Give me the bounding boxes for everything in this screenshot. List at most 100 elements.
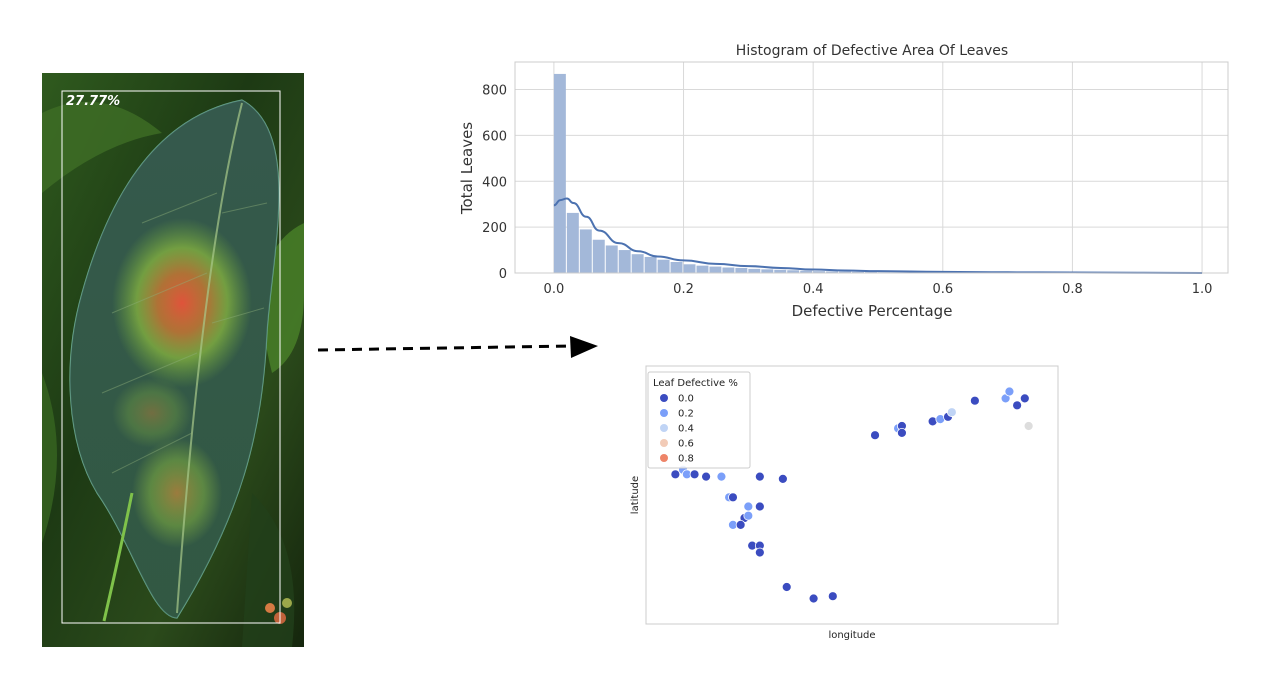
histogram-bar	[722, 267, 735, 273]
detection-box	[61, 90, 281, 624]
histogram-bar	[852, 271, 865, 273]
scatter-point	[689, 469, 700, 480]
histogram-y-ticks: 0 200 400 600 800	[482, 84, 507, 282]
legend-title: Leaf Defective %	[653, 378, 738, 389]
histogram-y-label: Total Leaves	[458, 122, 476, 215]
dashed-arrow	[317, 336, 598, 358]
histogram-bar	[696, 265, 709, 273]
scatter-point	[670, 469, 681, 480]
legend-label: 0.2	[678, 409, 694, 420]
y-tick-label: 200	[482, 221, 507, 236]
leaf-heatmap-image: 27.77%	[42, 73, 304, 647]
histogram-bar	[683, 264, 696, 273]
histogram-bar	[813, 271, 826, 273]
histogram-bar	[605, 245, 618, 273]
scatter-y-label: latitude	[630, 476, 641, 514]
defect-percent-label: 27.77%	[66, 94, 120, 109]
legend-marker	[660, 454, 668, 462]
histogram-chart: Histogram of Defective Area Of Leaves 0.…	[458, 43, 1229, 320]
berry	[265, 603, 275, 613]
y-tick-label: 800	[482, 84, 507, 99]
x-tick-label: 0.6	[932, 282, 953, 297]
histogram-bar	[657, 259, 670, 273]
scatter-point	[969, 395, 980, 406]
leaf-heatmap-svg: 27.77%	[42, 73, 304, 647]
histogram-bar	[709, 266, 722, 273]
scatter-point	[946, 407, 957, 418]
legend-label: 0.8	[678, 454, 694, 465]
histogram-bar	[774, 269, 787, 273]
scatter-point	[743, 501, 754, 512]
scatter-point	[897, 428, 907, 438]
scatter-point	[1012, 400, 1023, 411]
legend-marker	[660, 424, 668, 432]
x-tick-label: 0.4	[803, 282, 824, 297]
secondary-hotspot	[112, 378, 192, 448]
histogram-bar	[670, 261, 683, 273]
scatter-point	[781, 582, 792, 592]
histogram-bar	[644, 256, 657, 273]
berry	[282, 598, 292, 608]
histogram-bar	[631, 254, 644, 273]
histogram-bar	[592, 239, 605, 273]
scatter-point	[754, 547, 765, 558]
y-tick-label: 400	[482, 175, 507, 190]
histogram-bars	[553, 73, 890, 273]
histogram-frame	[514, 61, 1229, 274]
legend-marker	[660, 394, 668, 402]
scatter-point	[716, 471, 727, 482]
histogram-bar	[553, 73, 566, 273]
leaf-veins	[101, 192, 268, 474]
scatter-point	[1019, 393, 1030, 404]
defect-hotspot	[112, 218, 252, 388]
y-tick-label: 600	[482, 129, 507, 144]
histogram-x-ticks: 0.0 0.2 0.4 0.6 0.8 1.0	[544, 282, 1213, 297]
histogram-bar	[748, 268, 761, 273]
x-tick-label: 1.0	[1192, 282, 1213, 297]
scatter-point	[777, 474, 788, 484]
scatter-point	[1023, 421, 1034, 431]
scatter-point	[754, 471, 765, 482]
scatter-point	[808, 593, 819, 604]
scatter-point	[870, 430, 880, 441]
scatter-x-label: longitude	[828, 630, 875, 641]
histogram-bar	[761, 269, 774, 273]
scatter-chart: Leaf Defective % 0.0 0.2 0.4 0.6 0.8 longitu…	[630, 365, 1059, 641]
histogram-bar	[826, 271, 839, 273]
x-tick-label: 0.2	[673, 282, 694, 297]
scatter-points	[670, 386, 1034, 604]
y-tick-label: 0	[499, 267, 507, 282]
histogram-bar	[800, 270, 813, 273]
scatter-point	[754, 501, 765, 512]
histogram-grid	[515, 62, 1228, 274]
scatter-point	[735, 519, 746, 530]
legend-label: 0.4	[678, 424, 694, 435]
histogram-bar	[735, 267, 748, 273]
scatter-point	[728, 492, 738, 503]
arrow-shaft	[317, 344, 573, 352]
secondary-hotspot	[132, 438, 222, 548]
arrow-head	[570, 336, 598, 358]
legend-label: 0.6	[678, 439, 694, 450]
histogram-bar	[787, 270, 800, 273]
leaf-midrib	[176, 102, 243, 614]
x-tick-label: 0.8	[1062, 282, 1083, 297]
scatter-frame	[645, 365, 1059, 625]
legend-box	[647, 371, 751, 469]
histogram-bar	[618, 250, 631, 273]
scatter-point	[1004, 386, 1015, 397]
kde-curve	[553, 197, 1203, 274]
background-leaf	[42, 101, 162, 193]
legend-marker	[660, 409, 668, 417]
legend-marker	[660, 439, 668, 447]
x-tick-label: 0.0	[544, 282, 565, 297]
histogram-bar	[839, 271, 852, 273]
scatter-legend: Leaf Defective % 0.0 0.2 0.4 0.6 0.8	[647, 371, 751, 469]
histogram-bar	[579, 229, 592, 273]
histogram-bar	[566, 212, 579, 273]
background-leaf	[42, 373, 57, 543]
background-leaf	[242, 493, 295, 647]
scatter-point	[743, 510, 754, 521]
scatter-point	[701, 471, 711, 482]
leaf-stem	[102, 492, 134, 622]
